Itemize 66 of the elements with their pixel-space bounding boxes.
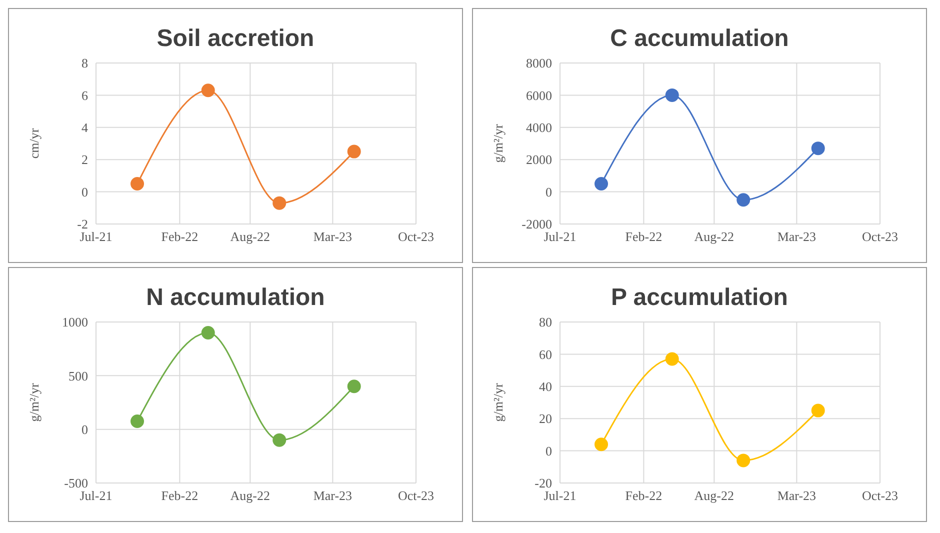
y-tick-label: -2000 — [521, 216, 552, 232]
y-tick-label: 0 — [81, 422, 88, 437]
y-tick-label: 2 — [81, 152, 88, 168]
y-tick-label: 6000 — [526, 88, 552, 103]
x-tick-label: Oct-23 — [397, 488, 434, 504]
y-axis-title: g/m²/yr — [26, 382, 42, 422]
point — [272, 433, 286, 447]
y-tick-label: 20 — [538, 411, 552, 426]
y-axis-title: g/m²/yr — [490, 124, 506, 163]
y-tick-label: 0 — [545, 443, 552, 458]
y-tick-label: 4 — [81, 120, 88, 136]
x-tick-label: Aug-22 — [694, 229, 734, 244]
x-tick-label: Feb-22 — [624, 229, 662, 244]
y-tick-label: 80 — [538, 314, 552, 330]
point — [736, 193, 750, 207]
x-tick-label: Feb-22 — [624, 488, 662, 504]
point — [200, 84, 214, 98]
y-tick-label: 1000 — [62, 314, 88, 330]
x-tick-label: Mar-23 — [312, 488, 352, 504]
y-tick-label: -2 — [76, 216, 88, 232]
y-tick-label: 0 — [81, 184, 88, 200]
y-tick-label: 4000 — [526, 120, 552, 136]
x-tick-label: Oct-23 — [397, 229, 434, 244]
point — [346, 380, 360, 394]
x-tick-label: Feb-22 — [160, 229, 198, 244]
x-tick-label: Oct-23 — [861, 229, 898, 244]
point — [810, 142, 824, 156]
x-tick-label: Mar-23 — [776, 229, 816, 244]
point — [736, 454, 750, 468]
chart-title: N accumulation — [146, 284, 325, 312]
y-tick-label: 60 — [538, 346, 552, 362]
point — [664, 352, 678, 366]
point — [200, 326, 214, 340]
x-tick-label: Jul-21 — [543, 488, 576, 504]
y-tick-label: 6 — [81, 88, 88, 103]
y-tick-label: 8000 — [526, 56, 552, 71]
point — [664, 88, 678, 102]
y-tick-label: 0 — [545, 184, 552, 200]
chart-title: Soil accretion — [156, 25, 314, 53]
y-axis-title: cm/yr — [26, 128, 42, 159]
x-tick-label: Aug-22 — [694, 488, 734, 504]
x-tick-label: Feb-22 — [160, 488, 198, 504]
x-tick-label: Jul-21 — [79, 488, 112, 504]
y-tick-label: -500 — [64, 476, 88, 491]
y-axis-title: g/m²/yr — [490, 382, 506, 422]
x-tick-label: Jul-21 — [79, 229, 112, 244]
x-tick-label: Jul-21 — [543, 229, 576, 244]
y-tick-label: 500 — [68, 368, 88, 384]
point — [272, 196, 286, 210]
point — [594, 177, 608, 190]
y-tick-label: 8 — [81, 56, 88, 71]
y-tick-label: -20 — [534, 476, 552, 491]
x-tick-label: Aug-22 — [230, 229, 270, 244]
point — [810, 404, 824, 418]
chart-title: C accumulation — [610, 25, 789, 53]
x-tick-label: Oct-23 — [861, 488, 898, 504]
y-tick-label: 40 — [538, 379, 552, 394]
point — [130, 414, 144, 428]
x-tick-label: Mar-23 — [312, 229, 352, 244]
y-tick-label: 2000 — [526, 152, 552, 168]
chart-title: P accumulation — [611, 284, 788, 312]
x-tick-label: Mar-23 — [776, 488, 816, 504]
point — [130, 177, 144, 190]
x-tick-label: Aug-22 — [230, 488, 270, 504]
point — [594, 438, 608, 452]
point — [346, 144, 360, 158]
